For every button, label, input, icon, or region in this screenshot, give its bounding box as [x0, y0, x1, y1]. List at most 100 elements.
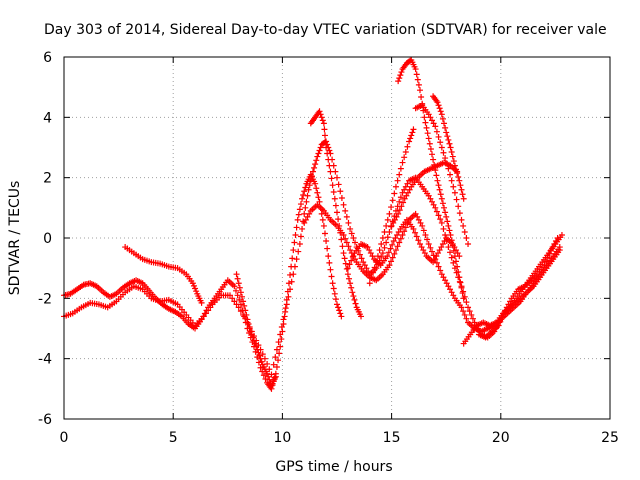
- data-point: [421, 114, 428, 121]
- x-tick-label: 0: [60, 430, 69, 446]
- data-point: [270, 361, 277, 368]
- data-point: [378, 253, 385, 260]
- data-point: [287, 271, 294, 278]
- data-point: [438, 219, 445, 226]
- data-point: [244, 316, 251, 323]
- data-point: [438, 144, 445, 151]
- data-point: [404, 180, 411, 187]
- data-point: [234, 275, 241, 282]
- data-point: [450, 158, 457, 165]
- data-point: [283, 301, 290, 308]
- data-point: [371, 264, 378, 271]
- data-point: [420, 247, 427, 254]
- data-point: [450, 183, 457, 190]
- y-axis-label: SDTVAR / TECUs: [7, 181, 23, 296]
- data-point: [385, 249, 392, 256]
- data-point: [400, 199, 407, 206]
- data-point: [450, 292, 457, 299]
- data-point: [416, 87, 423, 94]
- data-point: [418, 93, 425, 100]
- data-point: [234, 292, 241, 299]
- data-point: [396, 75, 403, 82]
- data-point: [460, 222, 467, 229]
- data-point: [416, 241, 423, 248]
- data-point: [233, 271, 240, 278]
- data-point: [249, 334, 256, 341]
- data-point: [389, 241, 396, 248]
- y-tick-label: -6: [38, 412, 52, 428]
- data-point: [275, 339, 282, 346]
- data-point: [383, 222, 390, 229]
- data-point: [299, 225, 306, 232]
- data-point: [322, 138, 329, 145]
- data-point: [543, 258, 550, 265]
- data-point: [433, 253, 440, 260]
- data-point: [410, 126, 417, 133]
- data-point: [272, 354, 279, 361]
- data-point: [399, 159, 406, 166]
- data-point: [343, 213, 350, 220]
- data-point: [447, 231, 454, 238]
- data-point: [396, 207, 403, 214]
- data-point: [381, 244, 388, 251]
- data-point: [334, 174, 340, 181]
- data-point: [449, 241, 456, 248]
- data-point: [236, 296, 243, 303]
- data-point: [316, 147, 323, 154]
- data-point: [295, 211, 302, 218]
- chart-title: Day 303 of 2014, Sidereal Day-to-day VTE…: [44, 22, 607, 38]
- data-point: [465, 304, 472, 311]
- series-track-8: [395, 57, 467, 302]
- data-point: [443, 213, 450, 220]
- data-point: [434, 99, 441, 106]
- data-point: [338, 236, 345, 243]
- data-point: [323, 144, 330, 151]
- data-point: [237, 308, 244, 315]
- data-point: [258, 358, 265, 365]
- data-point: [383, 239, 390, 246]
- x-tick-label: 5: [169, 430, 178, 446]
- series-track-13: [344, 216, 463, 272]
- data-point: [437, 267, 444, 274]
- data-point: [344, 271, 351, 278]
- data-point: [458, 216, 465, 223]
- data-point: [401, 195, 408, 202]
- data-point: [367, 250, 374, 257]
- data-point: [396, 198, 403, 205]
- data-point: [433, 128, 440, 135]
- data-point: [420, 227, 427, 234]
- data-point: [352, 239, 359, 246]
- data-point: [458, 186, 465, 193]
- data-point: [320, 222, 327, 229]
- data-point: [313, 157, 320, 164]
- data-point: [309, 168, 316, 175]
- data-point: [427, 114, 434, 121]
- data-point: [448, 289, 455, 296]
- data-point: [324, 245, 331, 252]
- data-point: [391, 190, 398, 197]
- data-point: [291, 239, 298, 246]
- data-point: [401, 154, 408, 161]
- data-point: [440, 149, 447, 156]
- data-point: [554, 235, 561, 241]
- data-point: [422, 231, 429, 238]
- data-point: [338, 195, 345, 202]
- data-point: [231, 283, 238, 290]
- data-point: [437, 216, 444, 223]
- data-point: [439, 115, 446, 122]
- data-point: [437, 108, 444, 115]
- data-point: [394, 177, 401, 184]
- data-point: [337, 188, 344, 195]
- data-point: [437, 139, 444, 146]
- data-point: [419, 222, 426, 229]
- data-point: [236, 284, 243, 291]
- data-point: [388, 258, 395, 265]
- data-point: [364, 244, 371, 251]
- data-point: [314, 189, 321, 196]
- data-point: [429, 248, 436, 255]
- data-point: [427, 146, 434, 153]
- data-point: [340, 250, 347, 257]
- data-point: [433, 208, 440, 215]
- data-point: [334, 301, 340, 308]
- data-point: [429, 198, 436, 205]
